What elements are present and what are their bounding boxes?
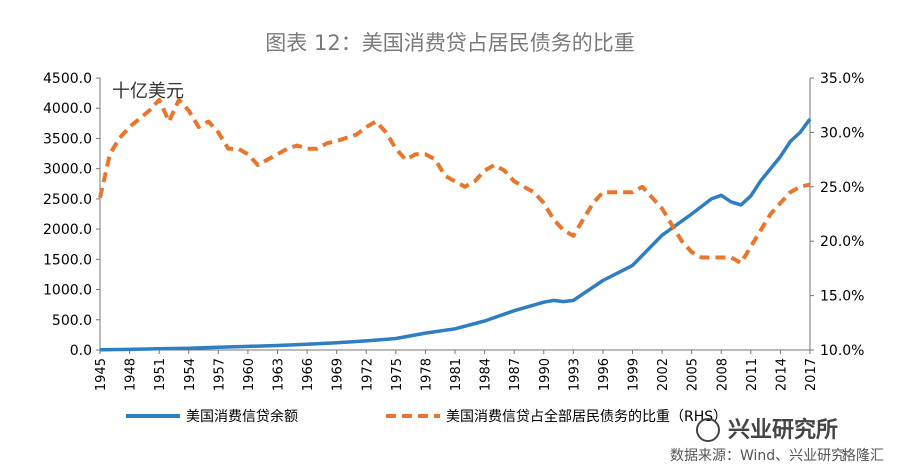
x-tick-label: 1966 (301, 358, 316, 391)
watermark-brand: 兴业研究所 (728, 417, 838, 443)
legend-label-consumer-credit: 美国消费信贷余额 (186, 408, 298, 425)
x-tick-label: 1978 (419, 358, 434, 391)
x-tick-label: 1963 (272, 358, 287, 391)
x-tick-label: 1945 (94, 358, 109, 391)
left-tick-label: 1500.0 (43, 252, 92, 268)
right-tick-label: 30.0% (820, 125, 864, 141)
left-tick-label: 3500.0 (43, 131, 92, 147)
x-tick-label: 1996 (597, 358, 612, 391)
x-tick-label: 1987 (508, 358, 523, 391)
x-tick-label: 1948 (124, 358, 139, 391)
watermark: 兴业研究所 (696, 417, 838, 443)
x-tick-label: 1954 (183, 358, 198, 391)
right-tick-label: 15.0% (820, 289, 864, 305)
chart-title: 图表 12：美国消费贷占居民债务的比重 (265, 31, 634, 55)
x-tick-label: 2008 (715, 358, 730, 391)
x-axis: 1945 1948 1951 1954 1957 1960 1963 1966 1969 1972… (94, 350, 819, 391)
plot-area (99, 78, 811, 351)
left-tick-label: 2500.0 (43, 192, 92, 208)
x-tick-label: 2014 (774, 358, 789, 391)
left-tick-label: 4000.0 (43, 101, 92, 117)
left-tick-label: 0.0 (70, 343, 92, 359)
x-tick-label: 1975 (390, 358, 405, 391)
wechat-icon (696, 418, 720, 442)
watermark-text: 格隆汇 (842, 448, 884, 464)
series-line-share (98, 97, 811, 265)
legend-label-share: 美国消费信贷占全部居民债务的比重（RHS） (446, 408, 727, 425)
x-tick-label: 2002 (656, 358, 671, 391)
left-tick-label: 4500.0 (43, 71, 92, 87)
right-axis: 10.0% 15.0% 20.0% 25.0% 30.0% 35.0% (810, 71, 864, 359)
right-tick-label: 20.0% (820, 234, 864, 250)
left-axis: 0.0 500.0 1000.0 1500.0 2000.0 2500.0 3000.0 35… (43, 71, 100, 359)
x-tick-label: 1981 (449, 358, 464, 391)
unit-label: 十亿美元 (112, 81, 184, 102)
x-tick-label: 1993 (567, 358, 582, 391)
right-tick-label: 35.0% (820, 71, 864, 87)
x-tick-label: 1957 (212, 358, 227, 391)
series-layer (98, 97, 812, 352)
x-tick-label: 2011 (745, 358, 760, 391)
right-tick-label: 10.0% (820, 343, 864, 359)
x-tick-label: 1960 (242, 358, 257, 391)
x-tick-label: 2005 (686, 358, 701, 391)
right-tick-label: 25.0% (820, 180, 864, 196)
left-tick-label: 1000.0 (43, 283, 92, 299)
legend: 美国消费信贷余额 美国消费信贷占全部居民债务的比重（RHS） (126, 408, 727, 425)
left-tick-label: 500.0 (52, 313, 92, 329)
x-tick-label: 1984 (479, 358, 494, 391)
x-tick-label: 1990 (538, 358, 553, 391)
x-tick-label: 1999 (627, 358, 642, 391)
x-tick-label: 1969 (331, 358, 346, 391)
x-tick-label: 2017 (804, 358, 819, 391)
left-tick-label: 2000.0 (43, 222, 92, 238)
series-line-consumer-credit (99, 118, 812, 352)
left-tick-label: 3000.0 (43, 162, 92, 178)
source-note: 数据来源：Wind、兴业研究 (670, 448, 845, 464)
x-tick-label: 1951 (153, 358, 168, 391)
x-tick-label: 1972 (360, 358, 375, 391)
